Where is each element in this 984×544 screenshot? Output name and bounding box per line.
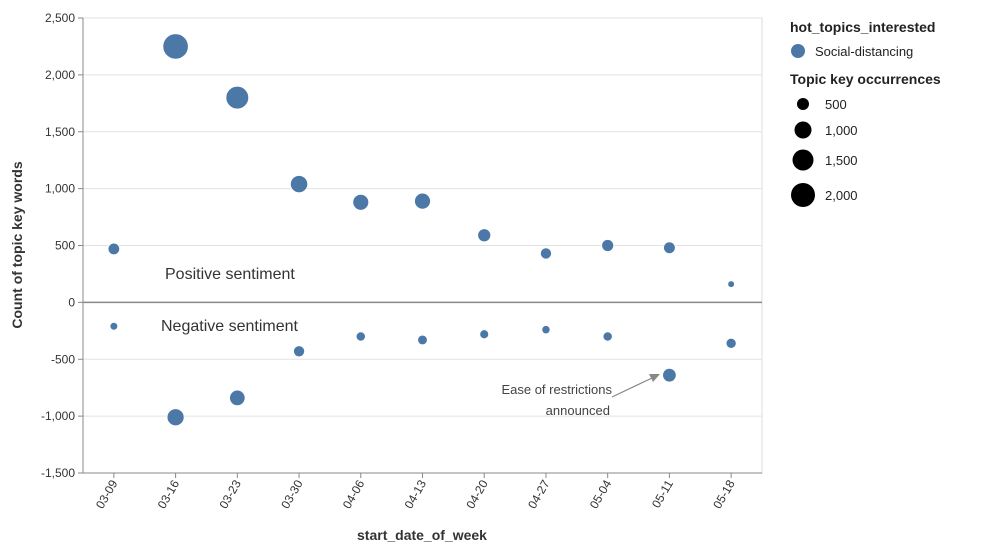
x-axis-title: start_date_of_week xyxy=(357,527,487,543)
negative-point xyxy=(479,329,490,340)
size-legend-2000 xyxy=(791,183,815,207)
y-tick-label: 1,500 xyxy=(45,125,75,139)
y-tick-label: -1,000 xyxy=(41,409,75,423)
size-legend-label-1000: 1,000 xyxy=(825,123,858,138)
size-legend-1000 xyxy=(794,121,812,139)
y-tick-label: 500 xyxy=(55,239,75,253)
x-tick-label: 04-13 xyxy=(402,477,430,511)
x-axis: 03-09 03-16 03-23 03-30 04-06 04-13 04-20 04-27… xyxy=(83,472,762,511)
x-tick-label: 05-11 xyxy=(649,477,676,510)
x-tick-label: 04-06 xyxy=(340,477,368,511)
y-tick-label: 2,500 xyxy=(45,11,75,25)
y-tick-label: 0 xyxy=(68,295,75,309)
negative-point xyxy=(229,389,246,407)
x-tick-label: 04-27 xyxy=(525,477,553,511)
x-tick-label: 03-09 xyxy=(93,477,121,511)
negative-point xyxy=(541,325,551,335)
negative-point xyxy=(109,321,119,331)
positive-point xyxy=(352,193,370,211)
positive-point xyxy=(162,33,189,60)
gridlines xyxy=(82,17,763,474)
negative-point xyxy=(662,367,677,383)
restrictions-arrow xyxy=(611,374,660,398)
negative-point xyxy=(166,408,185,427)
x-tick-label: 05-04 xyxy=(587,477,615,511)
negative-point xyxy=(355,331,366,342)
color-legend-label: Social-distancing xyxy=(815,44,913,59)
x-tick-label: 04-20 xyxy=(463,477,491,511)
positive-point xyxy=(225,85,250,110)
x-tick-label: 05-18 xyxy=(710,477,738,511)
positive-point xyxy=(107,242,121,256)
y-tick-label: -1,500 xyxy=(41,466,75,480)
x-tick-label: 03-16 xyxy=(155,477,183,511)
positive-point xyxy=(663,241,676,255)
color-legend-title: hot_topics_interested xyxy=(790,19,935,35)
negative-point xyxy=(602,331,613,342)
x-tick-label: 03-30 xyxy=(278,477,306,511)
x-tick-label: 03-23 xyxy=(216,477,244,511)
y-axis-title: Count of topic key words xyxy=(9,161,25,328)
negative-point xyxy=(725,337,737,349)
y-axis: 2,500 2,000 1,500 1,000 500 0 -500 -1,000 -1,500 xyxy=(41,11,84,480)
positive-point xyxy=(727,280,735,288)
positive-point xyxy=(601,239,615,252)
size-legend-label-1500: 1,500 xyxy=(825,153,858,168)
negative-point xyxy=(417,334,428,346)
y-tick-label: -500 xyxy=(51,352,75,366)
size-legend-500 xyxy=(797,98,809,110)
y-tick-label: 2,000 xyxy=(45,68,75,82)
restrictions-annotation-line1: Ease of restrictions xyxy=(501,382,612,397)
y-tick-label: 1,000 xyxy=(45,182,75,196)
positive-point xyxy=(539,247,552,260)
color-legend-swatch xyxy=(791,44,805,58)
size-legend-label-500: 500 xyxy=(825,97,847,112)
negative-sentiment-label: Negative sentiment xyxy=(161,318,299,335)
positive-point xyxy=(477,228,492,243)
restrictions-annotation-line2: announced xyxy=(546,403,610,418)
size-legend-label-2000: 2,000 xyxy=(825,188,858,203)
positive-point xyxy=(414,192,431,210)
size-legend-1500 xyxy=(792,149,814,171)
positive-sentiment-label: Positive sentiment xyxy=(165,266,295,283)
negative-point xyxy=(293,345,306,358)
positive-point xyxy=(289,175,309,194)
data-points xyxy=(107,33,737,427)
legend: hot_topics_interested Social-distancing … xyxy=(790,19,941,207)
size-legend-title: Topic key occurrences xyxy=(790,71,941,87)
